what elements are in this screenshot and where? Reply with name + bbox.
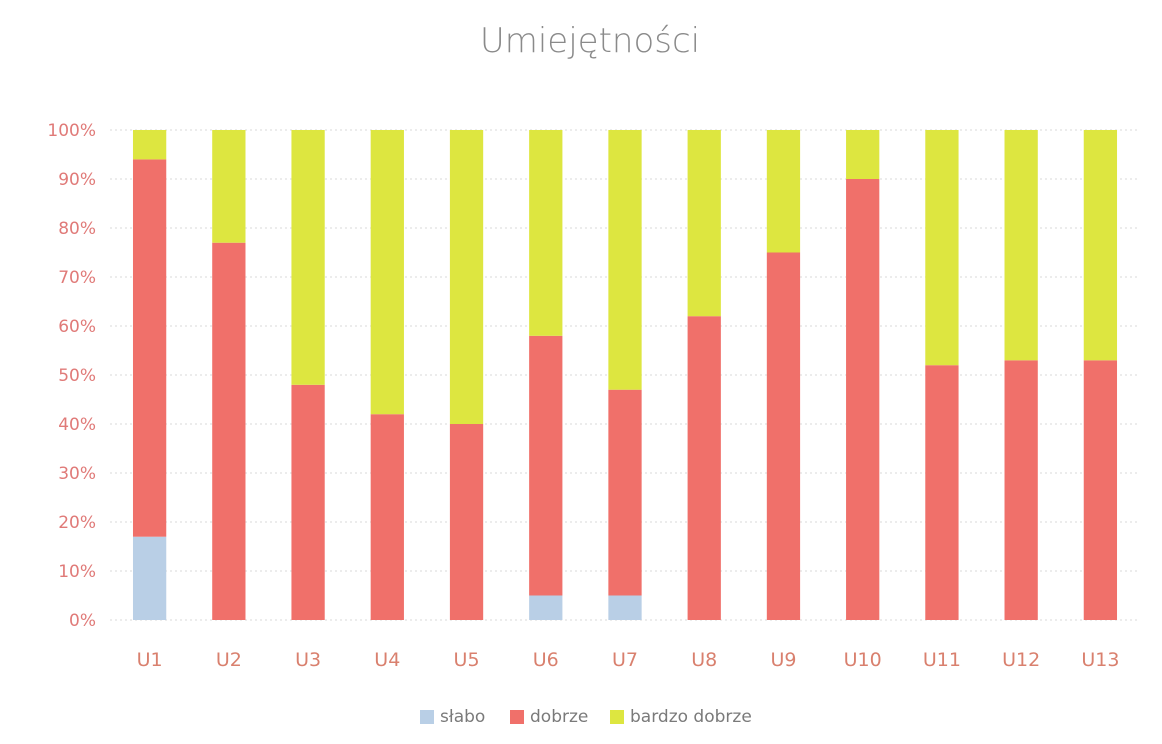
- y-tick-label: 70%: [58, 268, 96, 288]
- x-category-label: U1: [137, 649, 163, 671]
- x-category-label: U13: [1081, 649, 1119, 671]
- bar-segment-2: [370, 414, 404, 620]
- y-tick-label: 90%: [58, 170, 96, 190]
- bar-segment-2: [925, 365, 959, 620]
- bar-segment-3: [1083, 130, 1118, 361]
- y-tick-label: 50%: [58, 366, 96, 386]
- y-tick-label: 60%: [58, 317, 96, 337]
- x-category-label: U10: [844, 649, 882, 671]
- x-category-label: U8: [691, 649, 717, 671]
- bar-segment-3: [212, 130, 246, 243]
- bar-segment-2: [1004, 360, 1038, 620]
- x-category-label: U4: [374, 649, 400, 671]
- bar-segment-3: [608, 130, 642, 390]
- legend-swatch: [510, 710, 524, 724]
- y-tick-label: 30%: [58, 464, 96, 484]
- bar-segment-3: [925, 130, 959, 366]
- bars: [132, 130, 1118, 620]
- bar-segment-3: [766, 130, 801, 253]
- bar-segment-1: [132, 536, 167, 620]
- legend-label: słabo: [440, 707, 485, 727]
- y-tick-label: 10%: [58, 562, 96, 582]
- bar-segment-2: [846, 179, 880, 620]
- x-category-label: U5: [454, 649, 480, 671]
- bar-segment-1: [529, 595, 563, 620]
- y-tick-label: 40%: [58, 415, 96, 435]
- bar-segment-3: [291, 130, 325, 385]
- x-category-label: U6: [533, 649, 559, 671]
- x-category-label: U9: [770, 649, 796, 671]
- legend-swatch: [420, 710, 434, 724]
- bar-segment-2: [449, 424, 484, 620]
- y-tick-label: 0%: [69, 611, 96, 631]
- x-category-label: U3: [295, 649, 321, 671]
- bar-segment-2: [529, 335, 563, 596]
- bar-segment-2: [132, 159, 167, 537]
- x-category-label: U12: [1002, 649, 1040, 671]
- bar-segment-2: [687, 316, 721, 620]
- x-axis-categories: U1 U2 U3 U4 U5 U6 U7 U8 U9 U10 U11 U12 U13: [137, 649, 1120, 671]
- bar-segment-3: [846, 130, 880, 179]
- bar-segment-3: [529, 130, 563, 336]
- bar-segment-2: [212, 242, 246, 620]
- legend-label: bardzo dobrze: [630, 707, 752, 727]
- bar-segment-3: [1004, 130, 1038, 361]
- bar-segment-2: [608, 389, 642, 596]
- y-tick-label: 80%: [58, 219, 96, 239]
- y-axis-ticks: 0% 10% 20% 30% 40% 50% 60% 70% 80% 90% 100%: [47, 121, 96, 631]
- bar-segment-1: [608, 595, 642, 620]
- legend-swatch: [610, 710, 624, 724]
- y-tick-label: 20%: [58, 513, 96, 533]
- bar-segment-2: [766, 252, 801, 620]
- bar-segment-2: [1083, 360, 1118, 620]
- legend-label: dobrze: [530, 707, 588, 727]
- x-category-label: U2: [216, 649, 242, 671]
- bar-segment-3: [449, 130, 484, 424]
- x-category-label: U11: [923, 649, 961, 671]
- bar-segment-2: [291, 384, 325, 620]
- bar-segment-3: [132, 130, 167, 160]
- y-tick-label: 100%: [47, 121, 96, 141]
- legend: słabo dobrze bardzo dobrze: [420, 707, 752, 727]
- x-category-label: U7: [612, 649, 638, 671]
- bar-segment-3: [370, 130, 404, 415]
- chart-title: Umiejętności: [480, 21, 700, 61]
- bar-segment-3: [687, 130, 721, 317]
